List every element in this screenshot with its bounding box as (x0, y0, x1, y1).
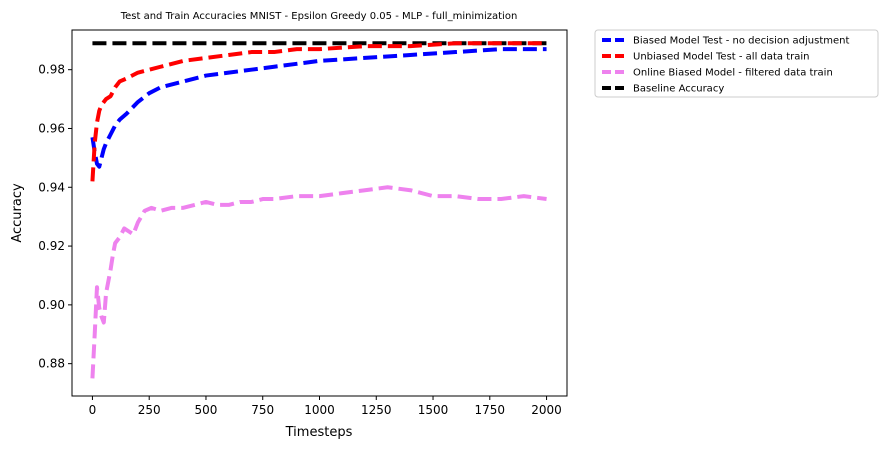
x-tick-label: 1750 (475, 403, 506, 417)
x-axis-label: Timesteps (285, 425, 353, 440)
legend-label: Biased Model Test - no decision adjustme… (633, 36, 850, 47)
y-tick-label: 0.94 (38, 180, 65, 194)
x-tick-label: 1000 (304, 403, 335, 417)
x-axis: 0 250 500 750 1000 1250 1500 1750 2000 (89, 396, 562, 417)
x-tick-label: 1500 (418, 403, 449, 417)
series-line-0 (90, 47, 547, 169)
legend-label: Online Biased Model - filtered data trai… (633, 68, 833, 79)
y-axis: 0.88 0.90 0.92 0.94 0.96 0.98 (38, 63, 72, 371)
y-tick-label: 0.92 (38, 239, 65, 253)
x-tick-label: 2000 (531, 403, 562, 417)
legend-label: Baseline Accuracy (633, 84, 724, 95)
x-tick-label: 0 (89, 403, 97, 417)
chart-title: Test and Train Accuracies MNIST - Epsilo… (120, 11, 518, 22)
y-tick-label: 0.98 (38, 63, 65, 77)
x-tick-label: 750 (251, 403, 274, 417)
x-tick-label: 250 (138, 403, 161, 417)
y-axis-label: Accuracy (10, 183, 25, 243)
legend: Biased Model Test - no decision adjustme… (594, 29, 879, 98)
y-tick-label: 0.96 (38, 121, 65, 135)
series-layer (90, 41, 547, 379)
series-line-2 (90, 185, 547, 379)
y-tick-label: 0.90 (38, 298, 65, 312)
plot-frame (71, 29, 568, 397)
y-tick-label: 0.88 (38, 357, 65, 371)
x-tick-label: 500 (195, 403, 218, 417)
legend-label: Unbiased Model Test - all data train (633, 52, 810, 63)
x-tick-label: 1250 (361, 403, 392, 417)
series-line-1 (90, 41, 547, 182)
legend-frame (594, 29, 879, 98)
